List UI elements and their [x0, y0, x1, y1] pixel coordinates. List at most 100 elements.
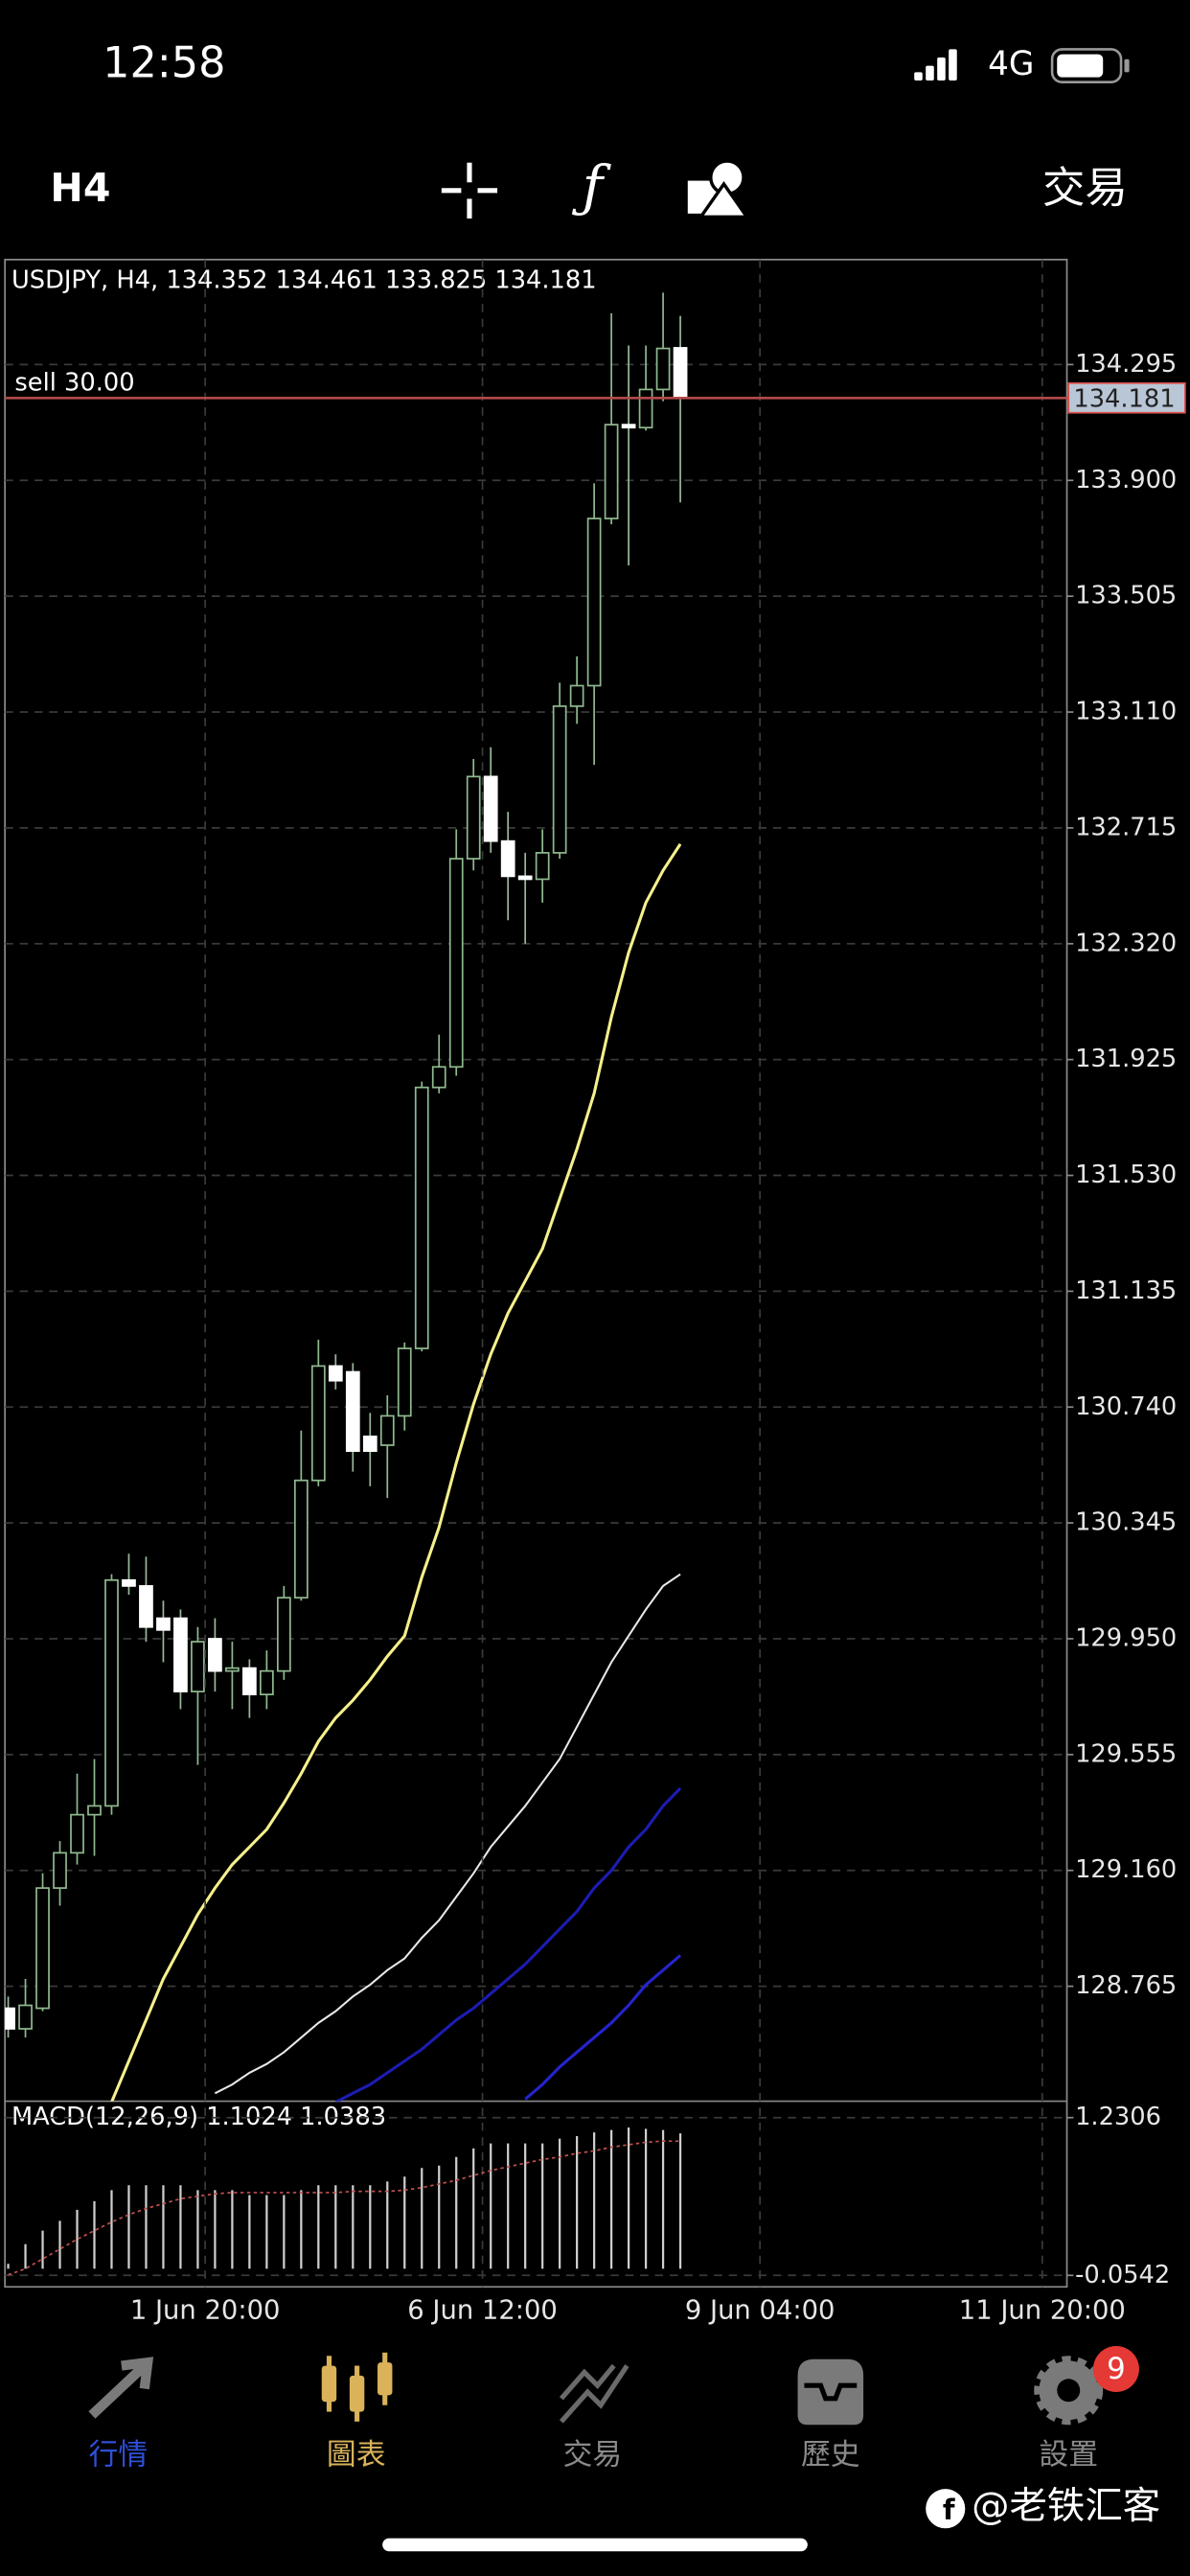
badge-count: 9 [1107, 2352, 1126, 2386]
macd-plot [5, 2116, 1067, 2277]
candle-body [225, 1667, 240, 1672]
x-tick-label: 9 Jun 04:00 [685, 2295, 835, 2325]
home-indicator [382, 2538, 808, 2552]
price-plot [5, 292, 1067, 2102]
candle-body [345, 1370, 360, 1453]
chart-frame [4, 259, 1068, 2288]
signal-line [8, 2140, 681, 2276]
svg-text:f: f [943, 2494, 955, 2526]
y-tick-label: 133.505 [1075, 582, 1177, 610]
crosshair-button[interactable] [441, 162, 498, 218]
candle-body [173, 1617, 188, 1692]
moving-average [110, 842, 682, 2102]
timeframe-button[interactable]: H4 [50, 165, 110, 211]
chart-tab-icon[interactable] [321, 2352, 393, 2422]
candle-body [362, 1435, 378, 1453]
tab-label[interactable]: 歷史 [801, 2437, 860, 2472]
candle-body [517, 875, 533, 881]
y-tick-label: 129.160 [1075, 1855, 1177, 1884]
candle-body [655, 347, 671, 391]
candle-body [293, 1479, 309, 1599]
network: 4G [988, 45, 1034, 83]
y-tick-label: 1.2306 [1075, 2103, 1161, 2131]
x-tick-label: 11 Jun 20:00 [959, 2295, 1126, 2325]
price-label: 134.181 [1073, 385, 1175, 414]
y-tick-label: -0.0542 [1075, 2261, 1170, 2289]
y-tick-label: 132.715 [1075, 813, 1177, 841]
watermark: @老铁汇客 [972, 2484, 1160, 2528]
badge [1092, 2346, 1139, 2392]
trade-tab-icon[interactable] [559, 2363, 629, 2424]
y-tick-label: 131.925 [1075, 1045, 1177, 1073]
candle-body [673, 347, 688, 400]
objects-button[interactable] [687, 159, 750, 218]
signal-icon [914, 49, 957, 80]
tab-label[interactable]: 行情 [89, 2437, 149, 2472]
candle-body [552, 705, 567, 854]
y-tick-label: 130.740 [1075, 1392, 1177, 1421]
y-tick-label: 129.950 [1075, 1623, 1177, 1652]
y-tick-label: 132.320 [1075, 929, 1177, 957]
candle-body [621, 424, 636, 429]
candle-body [53, 1852, 67, 1889]
candle-body [35, 1887, 50, 2010]
moving-average [214, 1573, 681, 2095]
candle-body [638, 388, 653, 429]
candle-body [156, 1617, 171, 1631]
y-tick-label: 131.530 [1075, 1161, 1177, 1189]
order-label: sell 30.00 [14, 368, 134, 397]
trade-button[interactable]: 交易 [1042, 163, 1128, 213]
candle-body [483, 775, 498, 842]
chart-title: USDJPY, H4, 134.352 134.461 133.825 134.… [11, 266, 597, 295]
candle-body [586, 518, 602, 687]
battery-icon [1050, 48, 1130, 83]
candle-body [414, 1086, 429, 1349]
y-tick-label: 131.135 [1075, 1276, 1177, 1305]
candle-body [431, 1066, 446, 1089]
history-tab-icon[interactable] [797, 2358, 864, 2426]
price-box [1067, 382, 1186, 414]
candle-body [104, 1578, 119, 1807]
moving-average [524, 1954, 682, 2101]
x-tick-label: 1 Jun 20:00 [130, 2295, 281, 2325]
y-tick-label: 130.345 [1075, 1508, 1177, 1537]
watermark-icon: f [926, 2489, 966, 2529]
candle-body [604, 424, 619, 519]
y-tick-label: 128.765 [1075, 1971, 1177, 2000]
candle-body [310, 1365, 326, 1482]
x-tick-label: 6 Jun 12:00 [407, 2295, 558, 2325]
y-tick-label: 129.555 [1075, 1739, 1177, 1768]
candle-body [139, 1585, 153, 1628]
tab-label[interactable]: 設置 [1039, 2437, 1098, 2472]
chart-layer: 134.295 133.900 133.505 133.110 132.715 132.3… [5, 259, 1186, 2326]
y-tick-label: 133.900 [1075, 466, 1177, 494]
candle-body [276, 1597, 291, 1672]
candle-body [466, 775, 481, 860]
candle-body [242, 1667, 257, 1695]
candle-body [397, 1347, 412, 1417]
y-tick-label: 133.110 [1075, 698, 1177, 726]
clock: 12:58 [103, 38, 225, 88]
candle-body [448, 858, 464, 1069]
candle-body [5, 2007, 15, 2030]
tab-label[interactable]: 交易 [563, 2437, 623, 2472]
candle-body [379, 1414, 395, 1446]
candle-body [328, 1365, 343, 1382]
candle-body [191, 1641, 205, 1692]
candle-body [208, 1638, 222, 1672]
tab-label[interactable]: 圖表 [327, 2437, 386, 2472]
candle-body [260, 1669, 274, 1695]
candle-body [87, 1805, 102, 1816]
settings-tab-icon[interactable] [1034, 2356, 1104, 2426]
candle-body [500, 840, 515, 878]
y-tick-label: 134.295 [1075, 350, 1177, 379]
candle-body [18, 2004, 33, 2030]
candle-body [569, 684, 584, 707]
candle-body [535, 852, 550, 881]
candle-body [70, 1813, 84, 1854]
moving-average [334, 1786, 682, 2102]
candle-body [122, 1578, 136, 1587]
markets-tab-icon[interactable] [88, 2357, 154, 2419]
